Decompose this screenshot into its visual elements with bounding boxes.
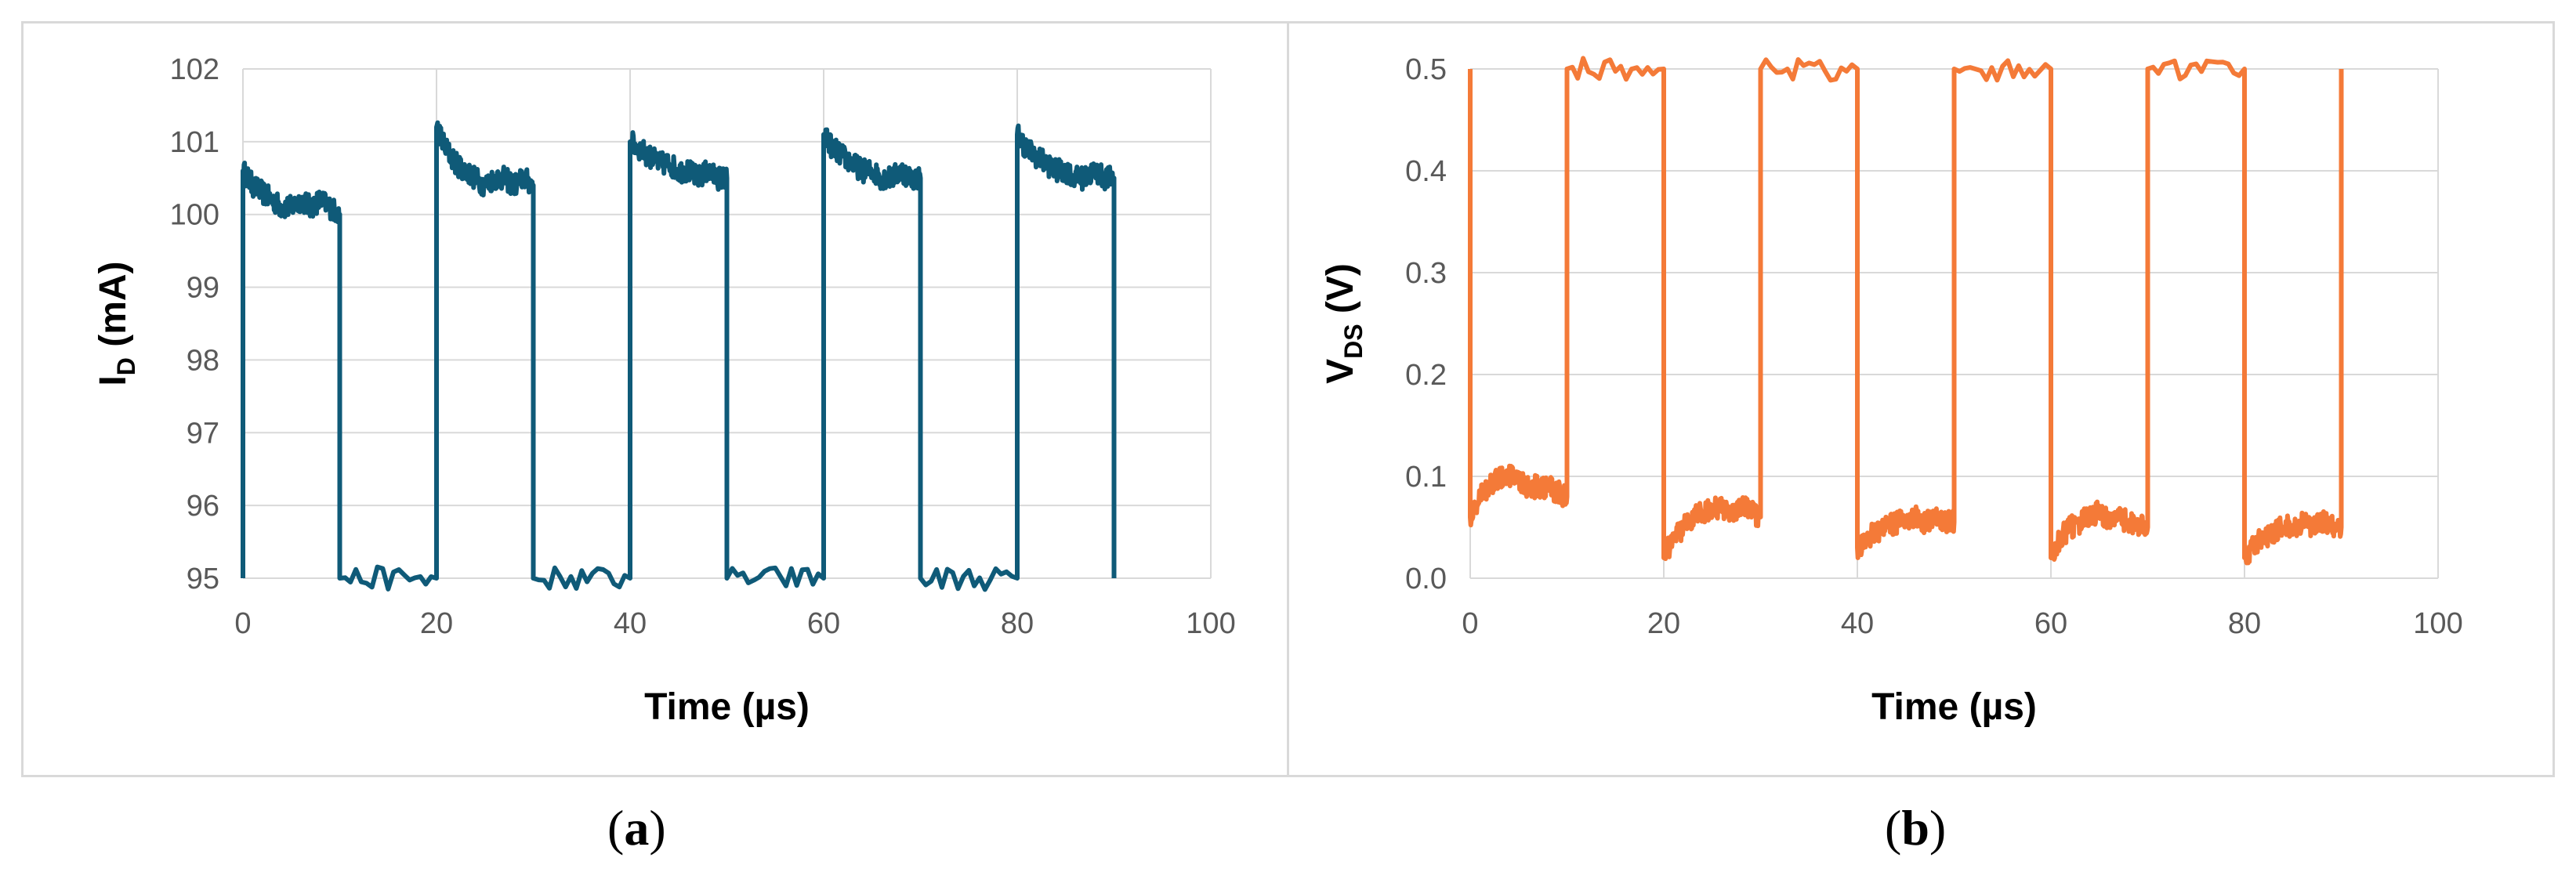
x-tick-label: 0 xyxy=(1462,607,1478,640)
series-line xyxy=(241,120,1117,592)
y-axis-title: ID (mA) xyxy=(92,261,140,385)
y-tick-label: 100 xyxy=(170,199,219,232)
y-tick-label: 0.5 xyxy=(1405,53,1447,86)
y-tick-label: 0.1 xyxy=(1405,461,1447,494)
x-tick-label: 100 xyxy=(2413,607,2462,640)
caption-b-letter: b xyxy=(1901,800,1929,856)
x-tick-label: 40 xyxy=(614,607,647,640)
caption-b: (b) xyxy=(1885,800,1947,856)
y-axis-title: VDS (V) xyxy=(1320,263,1368,384)
x-tick-label: 60 xyxy=(2034,607,2067,640)
y-tick-label: 101 xyxy=(170,126,219,159)
y-tick-label: 96 xyxy=(187,490,219,523)
caption-a: (a) xyxy=(607,800,666,856)
series-line xyxy=(1468,56,2344,566)
x-tick-label: 60 xyxy=(807,607,840,640)
x-tick-label: 40 xyxy=(1841,607,1874,640)
chart-a-svg: 95 96 97 98 99 100 101 102 0 20 40 60 80 100 Time (µs)… xyxy=(92,53,1236,728)
chart-panel-b: 0.0 0.1 0.2 0.3 0.4 0.5 0 20 40 60 80 100 Time (µs) V… xyxy=(1287,21,2555,777)
y-tick-label: 0.0 xyxy=(1405,563,1447,595)
y-tick-label: 0.3 xyxy=(1405,257,1447,290)
y-tick-label: 98 xyxy=(187,344,219,377)
y-tick-label: 99 xyxy=(187,272,219,305)
x-tick-label: 100 xyxy=(1186,607,1235,640)
y-tick-label: 97 xyxy=(187,417,219,450)
y-tick-label: 95 xyxy=(187,563,219,595)
y-tick-label: 102 xyxy=(170,53,219,86)
x-tick-label: 80 xyxy=(2228,607,2261,640)
y-tick-label: 0.4 xyxy=(1405,155,1447,188)
caption-a-letter: a xyxy=(624,800,650,856)
x-axis-title: Time (µs) xyxy=(644,686,810,728)
x-tick-label: 0 xyxy=(234,607,251,640)
chart-b-svg: 0.0 0.1 0.2 0.3 0.4 0.5 0 20 40 60 80 100 Time (µs) V… xyxy=(1320,53,2463,728)
x-tick-label: 20 xyxy=(1647,607,1680,640)
x-axis-title: Time (µs) xyxy=(1871,686,2037,728)
x-tick-label: 20 xyxy=(420,607,453,640)
y-tick-label: 0.2 xyxy=(1405,359,1447,392)
chart-panel-a: 95 96 97 98 99 100 101 102 0 20 40 60 80 100 Time (µs)… xyxy=(21,21,1289,777)
x-tick-label: 80 xyxy=(1001,607,1034,640)
